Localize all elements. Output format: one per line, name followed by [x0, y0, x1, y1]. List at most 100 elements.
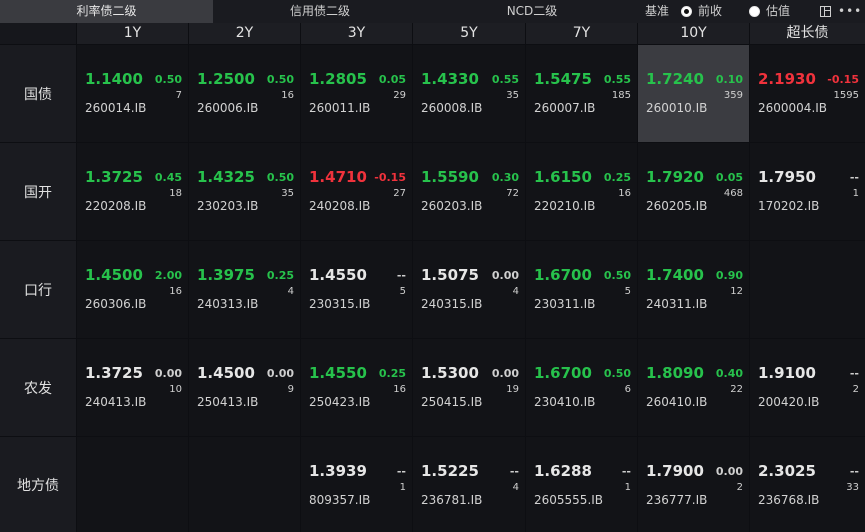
- tab-rate-bond[interactable]: 利率债二级: [0, 0, 213, 23]
- bond-code: 250415.IB: [421, 395, 483, 409]
- quote-cell[interactable]: 1.4500 2.00 16 260306.IB: [77, 241, 188, 338]
- bond-code: 236781.IB: [421, 493, 483, 507]
- quote-cell[interactable]: 1.6150 0.25 16 220210.IB: [526, 143, 637, 240]
- yield-value: 1.5225: [421, 462, 479, 480]
- yield-value: 1.7900: [646, 462, 704, 480]
- change-value: 0.55: [491, 73, 519, 86]
- quote-cell[interactable]: 1.3975 0.25 4 240313.IB: [189, 241, 300, 338]
- bond-code: 260011.IB: [309, 101, 371, 115]
- trade-count: 72: [506, 188, 519, 199]
- yield-value: 1.8090: [646, 364, 704, 382]
- change-value: 2.00: [154, 269, 182, 282]
- quote-cell[interactable]: 1.6700 0.50 6 230410.IB: [526, 339, 637, 436]
- quote-cell[interactable]: 1.4710 -0.15 27 240208.IB: [301, 143, 412, 240]
- corner-header: [0, 23, 76, 44]
- bond-code: 230315.IB: [309, 297, 371, 311]
- quote-cell[interactable]: 1.4500 0.00 9 250413.IB: [189, 339, 300, 436]
- bond-code: 2600004.IB: [758, 101, 828, 115]
- yield-value: 2.1930: [758, 70, 816, 88]
- col-header-7y: 7Y: [526, 23, 637, 44]
- quote-cell[interactable]: 1.6700 0.50 5 230311.IB: [526, 241, 637, 338]
- change-value: 0.25: [603, 171, 631, 184]
- trade-count: 16: [169, 286, 182, 297]
- yield-value: 1.3725: [85, 364, 143, 382]
- trade-count: 33: [846, 482, 859, 493]
- tab-ncd[interactable]: NCD二级: [506, 4, 558, 18]
- radio-valuation[interactable]: 估值: [749, 0, 790, 23]
- yield-value: 1.7950: [758, 168, 816, 186]
- change-value: -0.15: [827, 73, 859, 86]
- quote-cell[interactable]: 1.2805 0.05 29 260011.IB: [301, 45, 412, 142]
- yield-value: 1.4330: [421, 70, 479, 88]
- yield-value: 2.3025: [758, 462, 816, 480]
- quote-cell[interactable]: 1.3725 0.45 18 220208.IB: [77, 143, 188, 240]
- radio-unchecked-icon: [749, 6, 760, 17]
- yield-value: 1.3725: [85, 168, 143, 186]
- row-header-local: 地方债: [0, 437, 76, 532]
- layout-icon[interactable]: [818, 0, 834, 23]
- quote-cell[interactable]: 1.3939 -- 1 809357.IB: [301, 437, 412, 532]
- yield-value: 1.6700: [534, 266, 592, 284]
- change-value: 0.00: [491, 269, 519, 282]
- bond-code: 250413.IB: [197, 395, 259, 409]
- trade-count: 9: [287, 384, 294, 395]
- bond-code: 260007.IB: [534, 101, 596, 115]
- quote-cell[interactable]: 1.5225 -- 4 236781.IB: [413, 437, 525, 532]
- change-value: 0.50: [603, 269, 631, 282]
- quote-cell[interactable]: 1.7240 0.10 359 260010.IB: [638, 45, 749, 142]
- change-value: 0.00: [266, 367, 294, 380]
- trade-count: 1: [624, 482, 631, 493]
- quote-cell[interactable]: 1.8090 0.40 22 260410.IB: [638, 339, 749, 436]
- quote-cell[interactable]: 1.5590 0.30 72 260203.IB: [413, 143, 525, 240]
- change-value: 0.50: [266, 73, 294, 86]
- radio-prev-close[interactable]: 前收: [681, 0, 722, 23]
- change-value: --: [849, 367, 859, 380]
- quote-cell: [77, 437, 188, 532]
- trade-count: 4: [287, 286, 294, 297]
- trade-count: 16: [281, 90, 294, 101]
- bond-code: 230311.IB: [534, 297, 596, 311]
- quote-cell[interactable]: 1.7920 0.05 468 260205.IB: [638, 143, 749, 240]
- col-header-2y: 2Y: [189, 23, 300, 44]
- quote-cell[interactable]: 1.4550 0.25 16 250423.IB: [301, 339, 412, 436]
- quote-cell[interactable]: 2.1930 -0.15 1595 2600004.IB: [750, 45, 865, 142]
- quote-cell[interactable]: 1.1400 0.50 7 260014.IB: [77, 45, 188, 142]
- quote-cell[interactable]: 1.4330 0.55 35 260008.IB: [413, 45, 525, 142]
- quote-cell[interactable]: 2.3025 -- 33 236768.IB: [750, 437, 865, 532]
- quote-cell[interactable]: 1.4325 0.50 35 230203.IB: [189, 143, 300, 240]
- quote-cell[interactable]: 1.7900 0.00 2 236777.IB: [638, 437, 749, 532]
- tab-credit-bond[interactable]: 信用债二级: [289, 4, 350, 18]
- radio-checked-icon: [681, 6, 692, 17]
- change-value: 0.40: [715, 367, 743, 380]
- bond-code: 250423.IB: [309, 395, 371, 409]
- yield-value: 1.6700: [534, 364, 592, 382]
- bond-code: 260006.IB: [197, 101, 259, 115]
- quote-cell[interactable]: 1.5300 0.00 19 250415.IB: [413, 339, 525, 436]
- quote-cell[interactable]: 1.5475 0.55 185 260007.IB: [526, 45, 637, 142]
- bond-code: 240311.IB: [646, 297, 708, 311]
- bond-code: 236777.IB: [646, 493, 708, 507]
- bond-code: 240313.IB: [197, 297, 259, 311]
- trade-count: 35: [506, 90, 519, 101]
- yield-value: 1.2500: [197, 70, 255, 88]
- quote-cell[interactable]: 1.9100 -- 2 200420.IB: [750, 339, 865, 436]
- trade-count: 2: [736, 482, 743, 493]
- bond-code: 260306.IB: [85, 297, 147, 311]
- yield-value: 1.2805: [309, 70, 367, 88]
- quote-cell[interactable]: 1.5075 0.00 4 240315.IB: [413, 241, 525, 338]
- change-value: --: [396, 269, 406, 282]
- bond-code: 240315.IB: [421, 297, 483, 311]
- quote-cell[interactable]: 1.3725 0.00 10 240413.IB: [77, 339, 188, 436]
- trade-count: 1: [852, 188, 859, 199]
- quote-cell[interactable]: 1.4550 -- 5 230315.IB: [301, 241, 412, 338]
- change-value: 0.50: [154, 73, 182, 86]
- quote-cell[interactable]: 1.6288 -- 1 2605555.IB: [526, 437, 637, 532]
- change-value: 0.00: [491, 367, 519, 380]
- bond-code: 260010.IB: [646, 101, 708, 115]
- change-value: -0.15: [374, 171, 406, 184]
- more-icon[interactable]: •••: [838, 4, 863, 18]
- quote-cell[interactable]: 1.2500 0.50 16 260006.IB: [189, 45, 300, 142]
- quote-cell: [750, 241, 865, 338]
- quote-cell[interactable]: 1.7400 0.90 12 240311.IB: [638, 241, 749, 338]
- quote-cell[interactable]: 1.7950 -- 1 170202.IB: [750, 143, 865, 240]
